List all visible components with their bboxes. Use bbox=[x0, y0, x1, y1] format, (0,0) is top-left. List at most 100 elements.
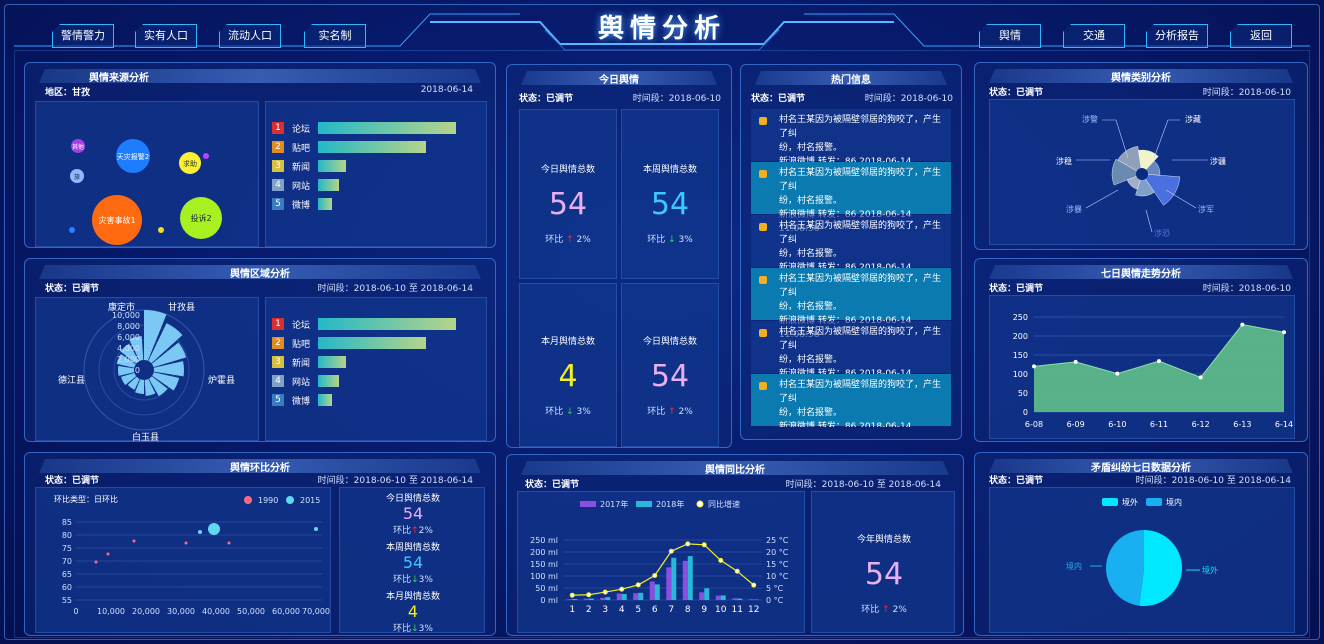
rank-number: 2 bbox=[272, 141, 284, 153]
ring-kpi-week: 本周舆情总数 54 环比↓3% bbox=[365, 540, 461, 585]
polar-bar bbox=[135, 379, 145, 394]
rank-number: 5 bbox=[272, 198, 284, 210]
yoy-grid bbox=[564, 539, 762, 601]
nav-button-floating-population[interactable]: 流动人口 bbox=[219, 24, 281, 48]
yoy-growth-point bbox=[586, 592, 592, 598]
pie-label-domestic: 境内 bbox=[1066, 561, 1082, 571]
trend-xtick: 6-12 bbox=[1192, 420, 1210, 429]
news-text-2: 纷，村名报警。 bbox=[779, 355, 843, 365]
news-text-1: 村名王某因为被隔壁邻居的狗咬了，产生了纠 bbox=[779, 327, 942, 351]
rank-row: 2 贴吧 bbox=[266, 139, 496, 155]
yoy-xtick: 11 bbox=[732, 605, 743, 615]
trend-area bbox=[1034, 324, 1284, 412]
rank-label: 论坛 bbox=[292, 125, 311, 135]
yoy-growth-point bbox=[652, 573, 658, 579]
polar-tick-2000: 2,000 bbox=[117, 355, 140, 364]
yoy-xtick: 12 bbox=[748, 605, 759, 615]
yoy-bar-2018 bbox=[671, 557, 677, 600]
yoy-marks: 1 2 3 4 5 6 7 8 9 10 11 12 bbox=[567, 541, 759, 615]
yoy-panel: 舆情同比分析 状态：已调节 时间段：2018-06-10 至 2018-06-1… bbox=[506, 454, 964, 636]
panel-title: 舆情来源分析 bbox=[89, 73, 149, 84]
polar-tick-4000: 4,000 bbox=[117, 344, 140, 353]
time-range: 时间段：2018-06-10 bbox=[632, 94, 721, 104]
time-range: 时间段：2018-06-10 至 2018-06-14 bbox=[317, 476, 473, 486]
xtick-50000: 50,000 bbox=[237, 607, 265, 616]
trend-point bbox=[1157, 359, 1161, 364]
nav-button-report[interactable]: 分析报告 bbox=[1146, 24, 1208, 48]
rose-svg: 涉警 涉藏 涉稳 涉疆 涉暴 涉军 涉恐 bbox=[1056, 114, 1226, 238]
nav-button-back[interactable]: 返回 bbox=[1230, 24, 1292, 48]
pie-label-abroad: 境外 bbox=[1202, 565, 1218, 575]
hot-news-item[interactable]: 村名王某因为被隔壁邻居的狗咬了，产生了纠纷，村名报警。新浪微博 转发：86 20… bbox=[751, 374, 951, 427]
status-label: 状态：已调节 bbox=[519, 94, 574, 104]
kpi-value: 54 bbox=[864, 557, 904, 592]
yoy-xtick: 7 bbox=[668, 605, 674, 615]
region-rank-list: 1 论坛 2 贴吧 3 新闻 4 网站 5 微博 bbox=[265, 297, 487, 441]
yright-25: 25 °C bbox=[766, 536, 789, 545]
rank-number: 2 bbox=[272, 337, 284, 349]
today-panel: 今日舆情 状态：已调节 时间段：2018-06-10 今日舆情总数 54 环比 … bbox=[506, 64, 732, 448]
scatter-grid bbox=[76, 521, 322, 601]
xtick-0: 0 bbox=[73, 607, 78, 616]
kpi-today-2: 今日舆情总数 54 环比 ↑ 2% bbox=[622, 334, 718, 417]
polar-bar bbox=[148, 323, 183, 364]
nav-button-traffic[interactable]: 交通 bbox=[1063, 24, 1125, 48]
yoy-xtick: 9 bbox=[701, 605, 707, 615]
kpi-ratio: 环比↓3% bbox=[393, 624, 433, 633]
rank-row: 4 网站 bbox=[266, 373, 496, 389]
kpi-label: 本月舆情总数 bbox=[540, 337, 595, 347]
polar-bar bbox=[116, 354, 136, 368]
polar-label-dejiang: 德江县 bbox=[58, 374, 85, 386]
kpi-label: 本月舆情总数 bbox=[385, 592, 440, 602]
panel-title: 热门信息 bbox=[831, 75, 871, 86]
nav-button-population[interactable]: 实有人口 bbox=[135, 24, 197, 48]
yoy-growth-point bbox=[619, 586, 625, 592]
trend-point bbox=[1115, 371, 1120, 376]
polar-bar bbox=[148, 376, 168, 397]
news-icon bbox=[759, 170, 767, 178]
rank-bar bbox=[318, 141, 426, 153]
yoy-bar-2018 bbox=[704, 588, 710, 600]
kpi-value: 4 bbox=[558, 359, 578, 394]
nav-button-police[interactable]: 警情警力 bbox=[52, 24, 114, 48]
top-bar: 警情警力 实有人口 流动人口 实名制 舆情分析 舆情 交通 分析报告 返回 bbox=[0, 0, 1324, 56]
rank-bar bbox=[318, 179, 339, 191]
pie-chart: 境外 境内 境内 境外 bbox=[989, 487, 1295, 633]
rank-label: 新闻 bbox=[292, 359, 311, 369]
polar-bar bbox=[144, 379, 156, 396]
kpi-cell-week: 本周舆情总数 54 环比 ↓ 3% bbox=[621, 109, 719, 279]
panel-title: 舆情同比分析 bbox=[705, 465, 765, 476]
yoy-bar-2018 bbox=[720, 595, 726, 600]
yoy-bar-2018 bbox=[737, 598, 743, 600]
ring-panel: 舆情环比分析 状态：已调节 时间段：2018-06-10 至 2018-06-1… bbox=[24, 452, 496, 636]
trend-ytick-0: 0 bbox=[1023, 408, 1028, 417]
yleft-100: 100 ml bbox=[530, 572, 558, 581]
rank-number: 1 bbox=[272, 122, 284, 134]
nav-button-realname[interactable]: 实名制 bbox=[304, 24, 366, 48]
nav-button-opinion[interactable]: 舆情 bbox=[979, 24, 1041, 48]
polar-tick-10000: 10,000 bbox=[112, 311, 140, 320]
bubble-help-label: 求助 bbox=[183, 159, 197, 168]
kpi-week: 本周舆情总数 54 环比 ↓ 3% bbox=[622, 162, 718, 245]
polar-label-luhuo: 炉霍县 bbox=[208, 374, 235, 386]
kpi-label: 今年舆情总数 bbox=[856, 535, 911, 545]
rose-label-2: 涉稳 bbox=[1056, 156, 1072, 166]
rank-number: 5 bbox=[272, 394, 284, 406]
ring-kpi-month: 本月舆情总数 4 环比↓3% bbox=[365, 589, 461, 633]
kpi-cell-month: 本月舆情总数 4 环比 ↓ 3% bbox=[519, 283, 617, 447]
bubble-other bbox=[71, 139, 85, 153]
rose-label-1: 涉藏 bbox=[1185, 114, 1201, 124]
news-icon bbox=[759, 329, 767, 337]
yoy-kpi: 今年舆情总数 54 环比 ↑ 2% bbox=[836, 532, 932, 615]
panel-tab bbox=[39, 69, 481, 83]
rose-slice bbox=[1135, 173, 1155, 197]
rose-slice bbox=[1111, 158, 1143, 186]
rank-number: 3 bbox=[272, 356, 284, 368]
polar-bar bbox=[153, 361, 184, 377]
trend-point bbox=[1032, 364, 1036, 369]
